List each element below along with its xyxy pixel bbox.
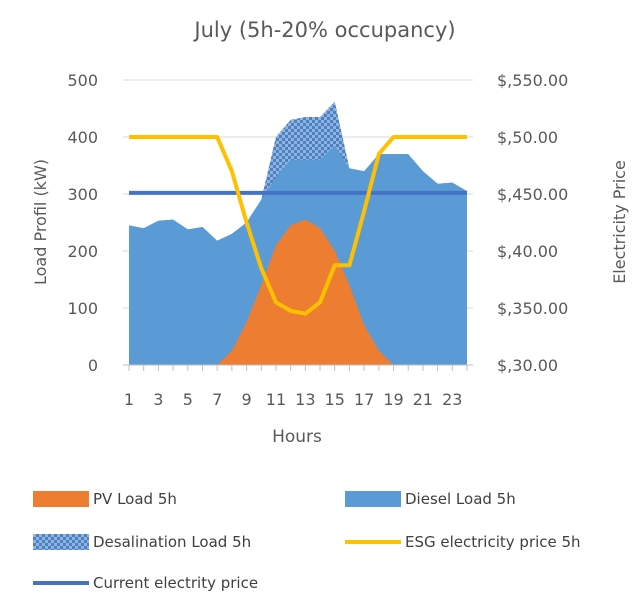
legend-item-current-price: Current electrity price xyxy=(33,574,258,592)
y2-tick-label: $,30.00 xyxy=(497,356,558,375)
legend-swatch-pv xyxy=(33,491,89,507)
x-tick-label: 1 xyxy=(124,390,134,409)
y2-axis-ticks: $,30.00 $,350.00 $,40.00 $,450.00 $,50.00 $,5… xyxy=(497,71,568,375)
legend: PV Load 5h Diesel Load 5h Desalination L… xyxy=(0,480,641,600)
legend-label-current: Current electrity price xyxy=(93,574,259,592)
x-tick-label: 13 xyxy=(295,390,315,409)
y2-tick-label: $,550.00 xyxy=(497,71,568,90)
legend-label-pv: PV Load 5h xyxy=(93,490,177,508)
x-tick-label: 7 xyxy=(212,390,222,409)
y-tick-label: 400 xyxy=(67,128,98,147)
y-tick-label: 300 xyxy=(67,185,98,204)
x-tick-label: 21 xyxy=(413,390,433,409)
legend-item-pv-load: PV Load 5h xyxy=(33,490,177,508)
x-tick-label: 9 xyxy=(241,390,251,409)
x-tick-label: 17 xyxy=(354,390,374,409)
legend-item-esg-price: ESG electricity price 5h xyxy=(345,533,581,551)
line-esg-price xyxy=(129,135,467,316)
y-tick-label: 0 xyxy=(88,356,98,375)
legend-swatch-desalination xyxy=(33,534,89,550)
legend-item-desalination-load: Desalination Load 5h xyxy=(33,533,251,551)
plot-lines xyxy=(129,135,467,316)
x-tick-label: 11 xyxy=(266,390,286,409)
x-tick-label: 23 xyxy=(442,390,462,409)
y-axis-label: Load Profil (kW) xyxy=(31,159,50,285)
x-axis-ticks: 1 3 5 7 9 11 13 15 17 19 21 23 xyxy=(124,365,468,409)
y-axis-ticks: 0 100 200 300 400 500 xyxy=(67,71,98,375)
legend-swatch-diesel xyxy=(345,491,401,507)
legend-label-diesel: Diesel Load 5h xyxy=(405,490,516,508)
x-tick-label: 5 xyxy=(183,390,193,409)
plot-areas xyxy=(129,101,467,365)
legend-swatch-esg xyxy=(345,540,401,544)
y2-tick-label: $,450.00 xyxy=(497,185,568,204)
y-tick-label: 100 xyxy=(67,299,98,318)
y2-axis-label: Electricity Price xyxy=(610,160,629,284)
y2-tick-label: $,40.00 xyxy=(497,242,558,261)
x-tick-label: 15 xyxy=(325,390,345,409)
legend-label-esg: ESG electricity price 5h xyxy=(405,533,581,551)
x-axis-label: Hours xyxy=(272,427,322,447)
legend-swatch-current xyxy=(33,581,89,585)
legend-label-desalination: Desalination Load 5h xyxy=(93,533,252,551)
chart-title: July (5h-20% occupancy) xyxy=(192,18,455,42)
x-tick-label: 3 xyxy=(153,390,163,409)
y2-tick-label: $,350.00 xyxy=(497,299,568,318)
y-tick-label: 500 xyxy=(67,71,98,90)
x-tick-label: 19 xyxy=(383,390,403,409)
legend-item-diesel-load: Diesel Load 5h xyxy=(345,490,516,508)
y2-tick-label: $,50.00 xyxy=(497,128,558,147)
y-tick-label: 200 xyxy=(67,242,98,261)
area-pv-load xyxy=(129,219,467,365)
